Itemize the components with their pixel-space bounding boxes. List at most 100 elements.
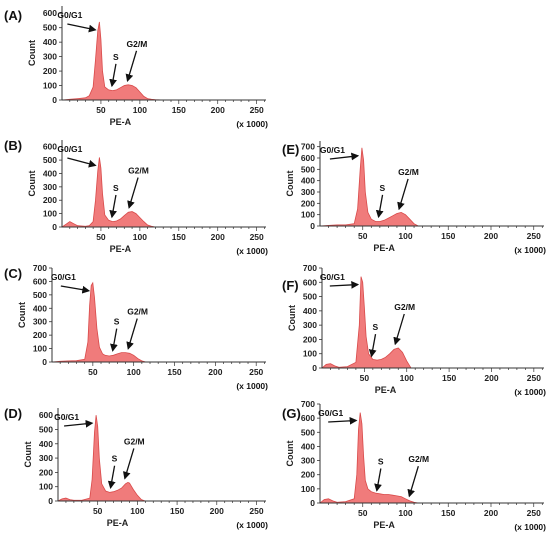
- x-axis-title: PE-A: [373, 243, 395, 253]
- phase-annotation: S: [114, 317, 120, 327]
- x-tick-label: 200: [211, 105, 225, 115]
- phase-annotation: G2/M: [398, 167, 419, 177]
- x-scale-note: (x 1000): [514, 387, 546, 397]
- y-axis-title: Count: [27, 40, 37, 66]
- histogram-panel: (F) 0 100 200 300 400 500 600 700 50 100 150 200 250 C…: [282, 263, 546, 397]
- y-tick-label: 600: [39, 410, 53, 420]
- x-tick-label: 100: [398, 231, 412, 241]
- phase-annotation: G2/M: [127, 307, 148, 317]
- x-tick-label: 50: [358, 231, 368, 241]
- phase-annotation: G0/G1: [54, 412, 79, 422]
- y-tick-label: 300: [33, 317, 47, 327]
- x-axis-title: PE-A: [110, 244, 132, 254]
- x-axis-title: PE-A: [375, 385, 397, 395]
- phase-annotation: G0/G1: [318, 408, 343, 418]
- phase-annotation: G2/M: [128, 166, 149, 176]
- x-tick-label: 250: [527, 508, 541, 518]
- y-tick-label: 600: [43, 8, 57, 18]
- histogram-area: [319, 147, 544, 227]
- phase-annotation: G2/M: [394, 302, 415, 312]
- x-tick-label: 250: [527, 373, 541, 383]
- y-tick-label: 0: [48, 496, 53, 506]
- annotation-arrow: [328, 416, 358, 425]
- histogram-panel: (B) 0 100 200 300 400 500 600 50 100 150 200 250 Coun…: [4, 138, 268, 256]
- annotation-arrow: [109, 194, 117, 219]
- x-tick-label: 50: [360, 373, 370, 383]
- x-tick-label: 100: [130, 506, 144, 516]
- x-tick-label: 150: [172, 232, 186, 242]
- y-axis-title: Count: [287, 305, 297, 331]
- panel-label: (D): [4, 406, 22, 421]
- histogram-panel: (C) 0 100 200 300 400 500 600 700 50 100 150 200 250 C…: [4, 263, 268, 391]
- y-tick-label: 0: [312, 363, 317, 373]
- y-tick-label: 0: [310, 498, 315, 508]
- phase-annotation: S: [113, 183, 119, 193]
- y-tick-label: 0: [52, 95, 57, 105]
- y-tick-label: 700: [301, 399, 315, 409]
- y-tick-label: 0: [310, 221, 315, 231]
- histogram-area: [60, 157, 266, 228]
- x-tick-label: 200: [484, 373, 498, 383]
- y-tick-label: 600: [43, 142, 57, 152]
- annotation-arrow: [126, 318, 138, 350]
- y-tick-label: 600: [303, 277, 317, 287]
- annotation-arrow: [64, 419, 94, 428]
- y-tick-label: 100: [43, 209, 57, 219]
- y-tick-label: 600: [33, 276, 47, 286]
- y-tick-label: 100: [43, 81, 57, 91]
- histogram-panel: (A) 0 100 200 300 400 500 600 50 100 150 200 250 Coun…: [4, 6, 268, 129]
- phase-annotation: S: [380, 183, 386, 193]
- x-scale-note: (x 1000): [236, 381, 268, 391]
- x-tick-label: 150: [172, 105, 186, 115]
- histogram-panel: (D) 0 100 200 300 400 500 600 50 100 150 200 250 Coun…: [4, 406, 268, 530]
- annotation-arrow: [107, 465, 116, 489]
- y-tick-label: 500: [43, 155, 57, 165]
- phase-annotation: G0/G1: [320, 145, 345, 155]
- x-tick-label: 250: [249, 367, 263, 377]
- x-scale-note: (x 1000): [236, 520, 268, 530]
- y-tick-label: 700: [301, 142, 315, 152]
- x-tick-label: 100: [127, 367, 141, 377]
- x-tick-label: 200: [484, 508, 498, 518]
- y-tick-label: 400: [39, 439, 53, 449]
- y-tick-label: 100: [301, 484, 315, 494]
- x-tick-label: 200: [208, 367, 222, 377]
- histogram-area: [51, 281, 266, 363]
- x-tick-label: 200: [211, 232, 225, 242]
- y-tick-label: 500: [301, 164, 315, 174]
- y-tick-label: 300: [303, 320, 317, 330]
- annotation-arrow: [109, 63, 117, 88]
- annotation-arrow: [110, 328, 118, 352]
- x-tick-label: 150: [441, 508, 455, 518]
- annotation-arrow: [125, 50, 138, 83]
- x-tick-label: 50: [96, 232, 106, 242]
- x-tick-label: 150: [441, 231, 455, 241]
- annotation-arrow: [397, 178, 409, 211]
- x-scale-note: (x 1000): [514, 245, 546, 255]
- y-tick-label: 100: [301, 210, 315, 220]
- x-tick-label: 150: [167, 367, 181, 377]
- annotation-arrow: [374, 468, 382, 492]
- histogram-area: [318, 412, 544, 504]
- y-tick-label: 0: [52, 222, 57, 232]
- x-tick-label: 100: [400, 373, 414, 383]
- x-tick-label: 100: [133, 232, 147, 242]
- panel-label: (E): [282, 142, 299, 157]
- panel-label: (F): [282, 278, 299, 293]
- annotation-arrow: [67, 157, 97, 168]
- phase-annotation: G0/G1: [57, 10, 82, 20]
- y-axis-title: Count: [285, 171, 295, 197]
- x-tick-label: 50: [358, 508, 368, 518]
- y-tick-label: 500: [33, 290, 47, 300]
- y-tick-label: 400: [33, 303, 47, 313]
- annotation-arrow: [122, 448, 135, 480]
- histogram-area: [57, 415, 266, 502]
- y-axis-title: Count: [23, 442, 33, 468]
- panel-label: (B): [4, 138, 22, 153]
- y-tick-label: 400: [303, 306, 317, 316]
- annotation-arrow: [407, 465, 419, 498]
- y-tick-label: 200: [39, 467, 53, 477]
